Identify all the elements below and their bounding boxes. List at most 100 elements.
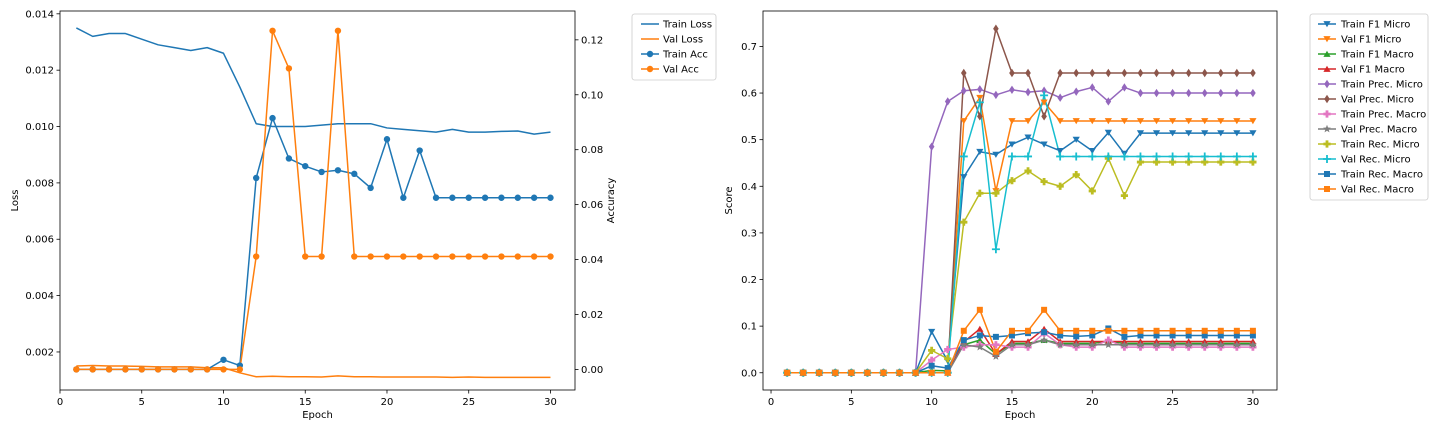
y-tick-label: 0.006: [25, 235, 54, 246]
x-tick-label: 0: [768, 397, 774, 408]
data-point-train-acc: [498, 194, 505, 201]
data-point-train-rec-macro: [928, 362, 935, 369]
data-point-train-prec-micro: [1153, 88, 1160, 98]
data-point-train-rec-micro: [976, 189, 984, 197]
data-point-train-prec-micro: [1234, 88, 1240, 98]
data-point-val-f1-micro: [1201, 118, 1209, 125]
data-point-val-rec-macro: [896, 369, 903, 376]
data-point-val-prec-macro: [975, 342, 984, 351]
data-point-val-rec-macro: [1089, 327, 1096, 334]
legend-marker: [1323, 21, 1331, 28]
x-tick-label: 20: [381, 397, 394, 408]
data-point-val-rec-macro: [1249, 327, 1256, 334]
data-point-train-prec-macro: [1185, 343, 1193, 351]
data-point-val-acc: [351, 253, 358, 260]
x-tick-label: 15: [1006, 397, 1019, 408]
data-point-val-prec-micro: [1250, 68, 1256, 78]
data-point-val-rec-macro: [800, 369, 807, 376]
data-point-val-prec-macro: [1007, 340, 1016, 349]
data-point-train-rec-micro: [1088, 187, 1096, 195]
data-point-train-rec-micro: [1024, 167, 1032, 175]
data-point-val-prec-micro: [1169, 68, 1176, 78]
data-point-val-rec-micro: [1007, 152, 1016, 161]
data-point-val-acc: [252, 253, 260, 260]
x-axis-label: Epoch: [1005, 410, 1036, 421]
y2-tick-label: 0.04: [581, 255, 603, 266]
y2-tick-label: 0.00: [581, 365, 603, 376]
y-axis-label: Loss: [10, 190, 21, 212]
data-point-val-prec-macro: [1040, 335, 1049, 344]
data-point-train-prec-micro: [1089, 83, 1096, 92]
data-point-train-acc: [547, 194, 554, 201]
data-point-train-acc: [334, 167, 342, 174]
legend-marker: [1323, 155, 1331, 163]
data-point-train-prec-macro: [944, 345, 952, 354]
x-tick-label: 15: [299, 397, 312, 408]
data-point-train-rec-micro: [1120, 192, 1129, 200]
data-point-val-rec-micro: [1216, 152, 1225, 161]
data-point-val-acc: [187, 366, 194, 373]
data-point-val-rec-macro: [1185, 327, 1192, 334]
legend-label: Train Prec. Micro: [1340, 80, 1423, 91]
y-tick-label: 0.012: [25, 66, 54, 77]
data-point-train-rec-micro: [1249, 158, 1257, 166]
data-point-val-acc: [236, 366, 244, 373]
data-point-train-prec-micro: [1057, 93, 1063, 102]
data-point-train-f1-micro: [1136, 130, 1145, 137]
data-point-val-prec-micro: [1009, 68, 1015, 78]
y-tick-label: 0.010: [25, 122, 54, 133]
data-point-val-rec-macro: [1233, 327, 1240, 334]
data-point-val-prec-macro: [1200, 340, 1209, 349]
data-point-train-prec-micro: [1025, 87, 1031, 97]
data-point-train-prec-macro: [1008, 343, 1016, 351]
data-point-val-f1-macro: [976, 325, 984, 332]
data-point-train-acc: [400, 194, 407, 201]
data-point-train-prec-micro: [1073, 87, 1080, 96]
y-tick-label: 0.1: [741, 322, 757, 333]
data-point-val-prec-micro: [977, 112, 983, 121]
data-point-train-acc: [269, 114, 276, 122]
data-point-train-rec-macro: [1121, 333, 1128, 340]
legend-label: Val Loss: [663, 35, 703, 46]
data-point-train-prec-micro: [1137, 88, 1144, 98]
data-point-val-rec-macro: [784, 369, 791, 376]
x-tick-label: 10: [925, 397, 938, 408]
data-point-train-rec-micro: [1152, 158, 1161, 166]
data-point-val-prec-macro: [1072, 340, 1081, 349]
data-point-val-rec-macro: [880, 369, 887, 376]
data-point-train-rec-micro: [1040, 178, 1048, 186]
y2-tick-label: 0.12: [581, 35, 603, 46]
y-tick-label: 0.0: [741, 368, 757, 379]
data-point-train-rec-macro: [1137, 332, 1144, 339]
data-point-train-prec-micro: [1217, 88, 1224, 98]
data-point-train-prec-micro: [928, 142, 935, 151]
data-point-val-acc: [220, 366, 227, 373]
legend-label: Train Rec. Micro: [1340, 140, 1420, 151]
legend-marker: [1323, 50, 1331, 57]
data-point-train-rec-micro: [944, 355, 952, 363]
data-point-val-acc: [416, 253, 423, 260]
data-point-train-rec-micro: [960, 218, 968, 226]
legend-marker: [646, 50, 654, 58]
data-point-train-acc: [383, 136, 391, 143]
data-point-train-f1-micro: [1217, 130, 1225, 137]
data-point-train-prec-macro: [1072, 343, 1080, 351]
data-point-val-acc: [318, 253, 325, 260]
data-point-val-acc: [367, 253, 374, 260]
data-point-train-prec-micro: [1041, 86, 1047, 95]
plot-area: [60, 11, 575, 390]
data-point-train-rec-macro: [944, 365, 951, 372]
data-point-val-acc: [383, 253, 391, 260]
data-point-val-prec-micro: [1185, 68, 1192, 78]
data-point-val-acc: [498, 253, 505, 260]
data-point-train-rec-macro: [1089, 332, 1096, 339]
data-point-train-rec-macro: [1041, 329, 1048, 336]
data-point-val-rec-macro: [1201, 327, 1208, 334]
legend-label: Train Prec. Macro: [1340, 110, 1426, 121]
data-point-val-prec-micro: [1217, 68, 1224, 78]
data-point-train-rec-macro: [992, 333, 999, 340]
data-point-val-prec-macro: [1024, 340, 1033, 349]
data-point-train-acc: [514, 194, 521, 201]
x-axis-label: Epoch: [302, 410, 333, 421]
